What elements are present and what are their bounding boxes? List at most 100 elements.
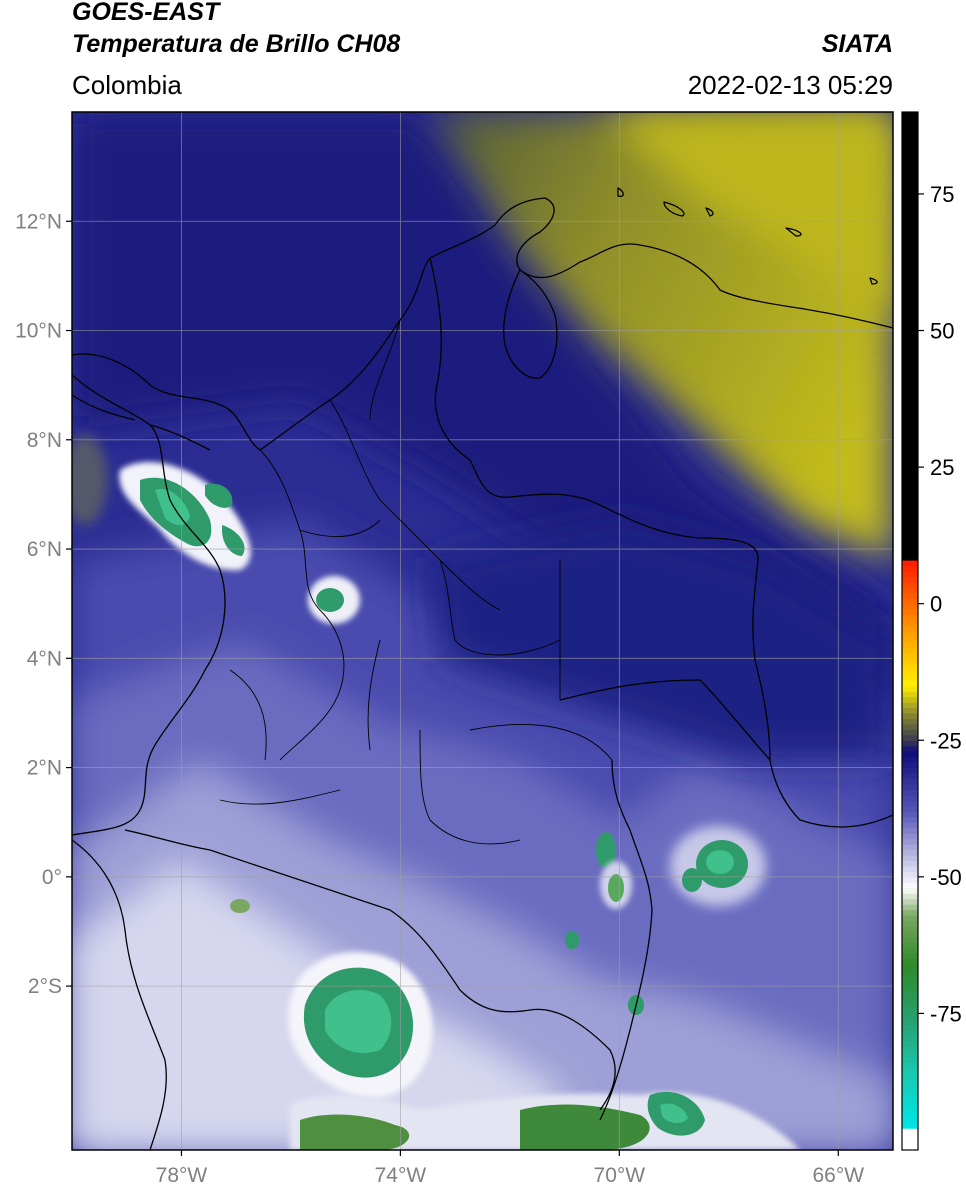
tick-label-lat: 0° — [42, 866, 62, 889]
tick-label-lat: 2°N — [27, 757, 62, 780]
colorbar-band — [902, 559, 918, 567]
colorbar-band — [902, 1144, 918, 1151]
colorbar-band — [902, 920, 918, 927]
colorbar-band — [902, 773, 918, 780]
colorbar-band — [902, 887, 918, 894]
colorbar-band — [902, 401, 918, 408]
colorbar-band — [902, 953, 918, 960]
colorbar-band — [902, 204, 918, 211]
colorbar-band — [902, 243, 918, 250]
colorbar-band — [902, 554, 918, 561]
colorbar-band — [902, 483, 918, 490]
colorbar-band — [902, 314, 918, 321]
colorbar-band — [902, 609, 918, 616]
colorbar-band — [902, 1117, 918, 1124]
colorbar-band — [902, 691, 918, 698]
colorbar-band — [902, 767, 918, 774]
tick-label-lat: 2°S — [28, 975, 62, 998]
island-curacao — [617, 187, 878, 285]
colorbar-band — [902, 975, 918, 982]
colorbar-band — [902, 685, 918, 692]
colorbar-band — [902, 166, 918, 173]
colorbar-tick-label: 75 — [930, 182, 954, 207]
colorbar-band — [902, 188, 918, 195]
colorbar-band — [902, 876, 918, 883]
colorbar-band — [902, 680, 918, 687]
colorbar-tick-label: -50 — [930, 865, 962, 890]
colorbar-band — [902, 707, 918, 714]
colorbar-band — [902, 674, 918, 681]
colorbar-band — [902, 641, 918, 648]
border-peru — [209, 849, 616, 1111]
colorbar-band — [902, 199, 918, 206]
colorbar-band — [902, 1029, 918, 1036]
colorbar-band — [902, 581, 918, 588]
colorbar-band — [902, 112, 918, 119]
datetime-label: 2022-02-13 05:29 — [687, 70, 893, 100]
cloud-antioquia — [308, 576, 360, 624]
colorbar-band — [902, 663, 918, 670]
axis-ticks: 78°W 74°W 70°W 66°W 12°N 10°N 8°N 6°N 4°N 2°N 0° 2°… — [15, 210, 864, 1187]
colorbar-band — [902, 1013, 918, 1020]
border-ecuador-colombia — [124, 829, 211, 851]
colorbar-band — [902, 969, 918, 976]
colorbar-band — [902, 346, 918, 353]
colorbar-band — [902, 783, 918, 791]
colorbar-band — [902, 1100, 918, 1107]
colorbar-band — [902, 904, 918, 911]
colorbar-band — [902, 762, 918, 769]
colorbar-band — [902, 1095, 918, 1102]
colorbar-band — [902, 849, 918, 856]
border-panama — [72, 394, 211, 451]
colorbar-band — [902, 652, 918, 659]
colorbar-band — [902, 412, 918, 419]
colorbar-band — [902, 275, 918, 282]
colorbar-band — [902, 423, 918, 430]
colorbar-band — [902, 1073, 918, 1080]
colorbar-band — [902, 833, 918, 840]
colorbar-band — [902, 893, 918, 900]
colorbar: 75 50 25 0 -25 -50 -75 — [901, 111, 962, 1151]
colorbar-band — [902, 1051, 918, 1058]
colorbar-band — [902, 1062, 918, 1069]
colorbar-band — [902, 816, 918, 823]
colorbar-band — [902, 319, 918, 326]
colorbar-band — [902, 1084, 918, 1091]
product-title: Temperatura de Brillo CH08 — [72, 30, 401, 58]
colorbar-band — [902, 964, 918, 971]
tick-label-lat: 12°N — [15, 210, 62, 233]
colorbar-band — [902, 232, 918, 239]
colorbar-band — [902, 1106, 918, 1113]
colorbar-band — [902, 516, 918, 523]
colorbar-band — [902, 598, 918, 605]
colorbar-band — [902, 1024, 918, 1031]
colorbar-band — [902, 1007, 918, 1015]
colorbar-band — [902, 915, 918, 922]
colorbar-band — [902, 161, 918, 168]
tick-label-lat: 6°N — [27, 538, 62, 561]
cloud-ecuador-peru — [230, 899, 433, 1098]
colorbar-band — [902, 297, 918, 304]
colorbar-band — [902, 183, 918, 190]
colorbar-band — [902, 374, 918, 381]
colorbar-band — [902, 527, 918, 534]
colorbar-band — [902, 450, 918, 457]
colorbar-band — [902, 696, 918, 703]
colorbar-tick-label: -75 — [930, 1001, 962, 1026]
graticule — [72, 112, 893, 1150]
colorbar-band — [902, 1078, 918, 1086]
colorbar-tick-label: 50 — [930, 319, 954, 344]
colorbar-band — [902, 237, 918, 244]
border-venezuela — [429, 257, 893, 828]
colorbar-band — [902, 620, 918, 627]
colorbar-band — [902, 150, 918, 157]
colorbar-band — [902, 417, 918, 424]
colorbar-band — [902, 456, 918, 463]
colorbar-band — [902, 800, 918, 807]
colorbar-band — [902, 308, 918, 315]
colorbar-band — [902, 357, 918, 364]
colorbar-band — [902, 1057, 918, 1064]
tick-label-lon: 66°W — [812, 1164, 864, 1187]
colorbar-band — [902, 390, 918, 397]
colorbar-band — [902, 494, 918, 501]
